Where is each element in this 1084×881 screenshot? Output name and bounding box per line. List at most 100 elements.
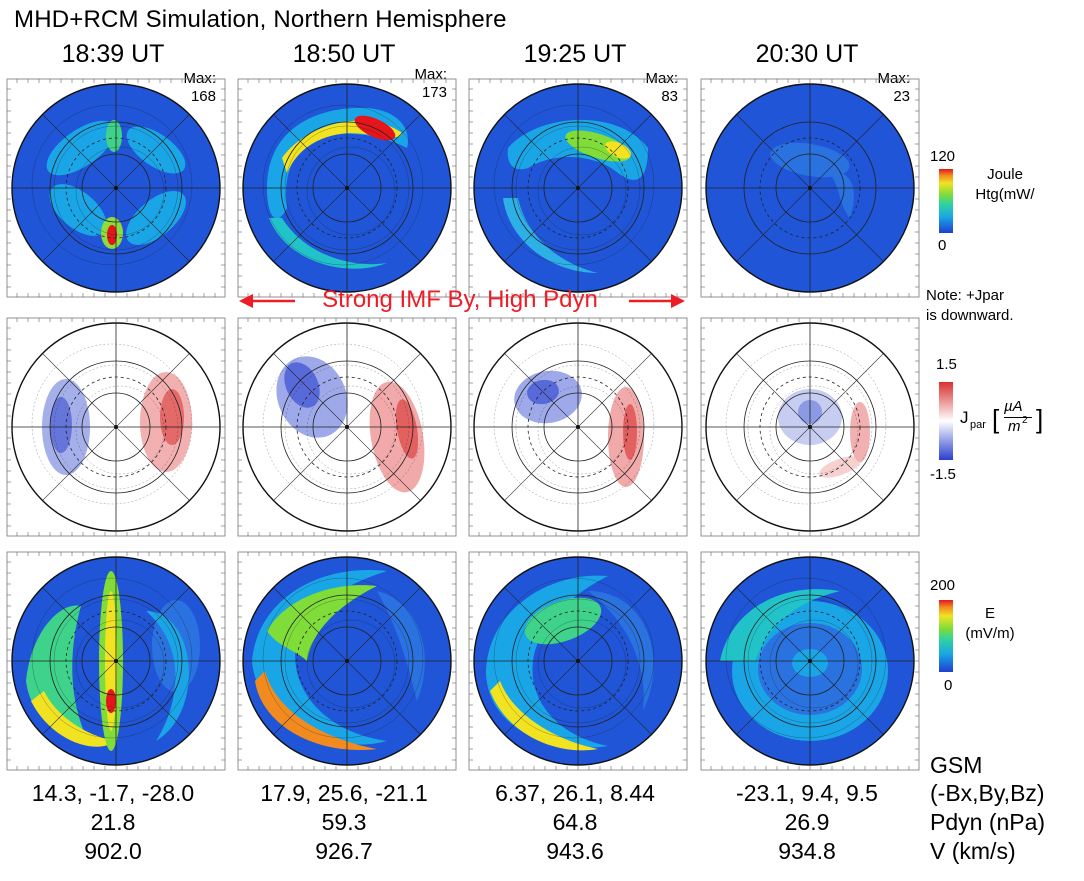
annotation-arrows [239, 294, 685, 308]
joule-heating-map [700, 78, 920, 298]
joule-colorbar-label: Joule Htg(mW/ [975, 166, 1035, 203]
panel-frame [700, 317, 920, 537]
panel-frame [468, 317, 688, 537]
contour-region [377, 591, 425, 701]
time-label-col1: 18:39 UT [61, 40, 165, 68]
gsm-components-label: (-Bx,By,Bz) [930, 780, 1045, 806]
jpar-colorbar-label: J par [ µA m 2 ] [960, 398, 1044, 435]
joule-panel-col1 [6, 78, 226, 298]
panel-frame [6, 78, 226, 298]
time-label-col4: 20:30 UT [755, 40, 859, 68]
contour-region [146, 611, 189, 741]
pole-marker [345, 425, 349, 429]
contour-region [50, 397, 72, 453]
contour-region [31, 691, 116, 747]
imf-annotation: Strong IMF By, High Pdyn [322, 286, 598, 313]
time-label-col3: 19:25 UT [523, 40, 627, 68]
contour-region [588, 591, 654, 711]
contour-region [126, 126, 186, 174]
pole-marker [576, 425, 580, 429]
jpar-panel-col4 [700, 317, 920, 537]
pdyn-label: Pdyn (nPa) [930, 809, 1046, 835]
panel-frame [6, 551, 226, 771]
values-col1: 14.3, -1.7, -28.0 21.8 902.0 [31, 780, 195, 864]
polar-grid [242, 322, 452, 532]
contour-region [160, 389, 184, 445]
contour-region [49, 184, 107, 236]
contour-layer [26, 571, 200, 751]
efield-panel-col4 [700, 551, 920, 771]
contour-layer [486, 575, 655, 751]
efield-map [237, 551, 457, 771]
contour-region [490, 681, 598, 751]
values-col2: 17.9, 25.6, -21.1 59.3 926.7 [260, 780, 428, 864]
panel-frame [237, 317, 457, 537]
contour-region [524, 597, 602, 645]
jpar-panel-col3 [468, 317, 688, 537]
joule-colorbar-max: 120 [930, 148, 956, 165]
gsm-label: GSM [930, 752, 983, 778]
chart-title: MHD+RCM Simulation, Northern Hemisphere [14, 6, 507, 33]
contour-region [106, 120, 122, 152]
pole-marker [345, 186, 349, 190]
pole-marker [114, 659, 118, 663]
efield-colorbar-max: 200 [930, 577, 956, 594]
contour-region [623, 404, 637, 460]
contour-region [46, 120, 116, 176]
jpar-panel-col2 [237, 317, 457, 537]
pole-marker [114, 186, 118, 190]
joule-colorbar-min: 0 [938, 237, 947, 254]
contour-region [284, 362, 320, 408]
contour-region [819, 456, 861, 478]
jpar-map [700, 317, 920, 537]
jpar-colorbar [939, 382, 953, 460]
efield-panel-col1 [6, 551, 226, 771]
panel-frame [237, 78, 457, 298]
jpar-colorbar-max: 1.5 [936, 356, 957, 373]
values-col4: -23.1, 9.4, 9.5 26.9 934.8 [736, 780, 878, 864]
jpar-map [6, 317, 226, 537]
joule-panel-col3 [468, 78, 688, 298]
max-label-col1: Max: 168 [183, 70, 216, 105]
pole-marker [345, 659, 349, 663]
joule-panel-col4 [700, 78, 920, 298]
contour-region [486, 575, 608, 748]
values-col3: 6.37, 26.1, 8.44 64.8 943.6 [495, 780, 655, 864]
efield-colorbar-label: E (mV/m) [965, 605, 1015, 642]
time-label-col2: 18:50 UT [292, 40, 396, 68]
contour-region [720, 589, 840, 661]
contour-region [269, 218, 387, 269]
pole-marker [808, 659, 812, 663]
joule-panel-col2 [237, 78, 457, 298]
efield-map [468, 551, 688, 771]
pole-marker [114, 425, 118, 429]
pole-marker [576, 659, 580, 663]
efield-colorbar-min: 0 [944, 677, 953, 694]
panel-frame [700, 551, 920, 771]
pole-marker [808, 425, 812, 429]
contour-region [106, 689, 116, 713]
panel-frame [700, 78, 920, 298]
contour-region [395, 399, 419, 459]
contour-region [255, 671, 377, 751]
efield-panel-col3 [468, 551, 688, 771]
pole-marker [576, 186, 580, 190]
contour-region [107, 225, 117, 245]
jpar-note: Note: +Jpar is downward. [926, 287, 1014, 324]
joule-heating-map [468, 78, 688, 298]
contour-layer [252, 569, 425, 751]
contour-region [267, 585, 377, 661]
pole-marker [808, 186, 812, 190]
contour-region [850, 402, 870, 462]
efield-panel-col2 [237, 551, 457, 771]
max-label-col4: Max: 23 [877, 70, 910, 105]
velocity-label: V (km/s) [930, 838, 1016, 864]
panel-frame [468, 551, 688, 771]
efield-map [6, 551, 226, 771]
contour-region [503, 198, 598, 273]
efield-colorbar [939, 600, 953, 672]
contour-region [830, 172, 854, 218]
panel-frame [237, 551, 457, 771]
jpar-map [468, 317, 688, 537]
jpar-panel-col1 [6, 317, 226, 537]
